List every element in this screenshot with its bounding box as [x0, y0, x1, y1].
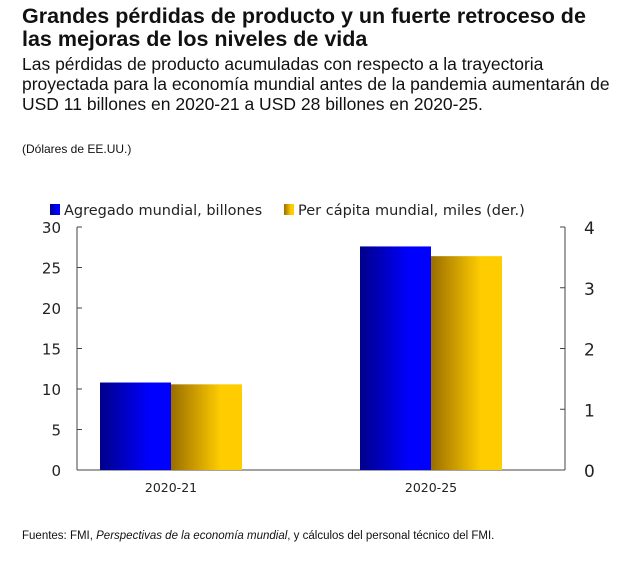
left-tick-label: 5	[51, 422, 61, 440]
legend-label: Agregado mundial, billones	[64, 203, 262, 219]
bar-left-2020-25	[360, 246, 431, 470]
source-publication: Perspectivas de la economía mundial	[96, 530, 288, 542]
legend-swatch	[284, 204, 294, 215]
units-label: (Dólares de EE.UU.)	[22, 142, 132, 156]
source-prefix: Fuentes: FMI,	[22, 530, 97, 542]
right-tick-label: 3	[584, 280, 595, 300]
left-tick-label: 25	[42, 260, 61, 278]
bar-left-2020-21	[100, 382, 171, 470]
bar-right-2020-21	[171, 384, 242, 470]
chart-title: Grandes pérdidas de producto y un fuerte…	[22, 4, 586, 51]
left-tick-label: 0	[51, 462, 61, 480]
right-tick-label: 2	[584, 341, 595, 361]
legend-label: Per cápita mundial, miles (der.)	[298, 203, 525, 219]
chart-subtitle: Las pérdidas de producto acumuladas con …	[22, 54, 610, 114]
left-tick-label: 15	[42, 341, 61, 359]
legend-swatch	[50, 204, 60, 215]
left-tick-label: 20	[42, 300, 61, 318]
x-tick-label: 2020-25	[405, 480, 457, 495]
left-tick-label: 10	[42, 381, 61, 399]
bar-right-2020-25	[431, 256, 502, 470]
source-suffix: , y cálculos del personal técnico del FM…	[287, 530, 495, 542]
x-tick-label: 2020-21	[145, 480, 197, 495]
source-note: Fuentes: FMI, Perspectivas de la economí…	[22, 530, 494, 542]
right-tick-label: 4	[584, 219, 595, 239]
left-tick-label: 30	[42, 219, 61, 237]
right-tick-label: 1	[584, 401, 595, 421]
right-tick-label: 0	[584, 462, 595, 482]
